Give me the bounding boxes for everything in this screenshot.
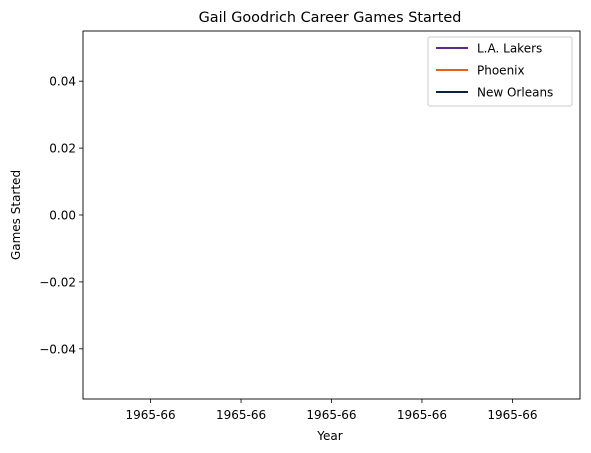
x-axis-label: Year xyxy=(316,429,342,443)
y-tick-label: 0.04 xyxy=(49,75,76,89)
x-tick-label: 1965-66 xyxy=(126,408,176,422)
y-axis: 0.04 0.02 0.00 −0.02 −0.04 xyxy=(39,75,83,356)
y-tick-label: −0.02 xyxy=(39,275,76,289)
legend-entries: L.A. Lakers Phoenix New Orleans xyxy=(436,42,553,100)
y-axis-label: Games Started xyxy=(9,170,23,260)
x-tick-label: 1965-66 xyxy=(306,408,356,422)
x-axis: 1965-66 1965-66 1965-66 1965-66 1965-66 xyxy=(126,399,537,422)
legend-frame xyxy=(427,36,573,107)
legend-label: Phoenix xyxy=(477,64,525,78)
legend-label: L.A. Lakers xyxy=(477,42,542,56)
legend-label: New Orleans xyxy=(477,86,553,100)
y-tick-label: 0.00 xyxy=(49,209,76,223)
x-tick-label: 1965-66 xyxy=(397,408,447,422)
y-tick-label: −0.04 xyxy=(39,342,76,356)
x-tick-label: 1965-66 xyxy=(216,408,266,422)
y-tick-label: 0.02 xyxy=(49,142,76,156)
legend: L.A. Lakers Phoenix New Orleans xyxy=(427,36,573,107)
x-tick-label: 1965-66 xyxy=(487,408,537,422)
chart-title: Gail Goodrich Career Games Started xyxy=(199,10,462,26)
